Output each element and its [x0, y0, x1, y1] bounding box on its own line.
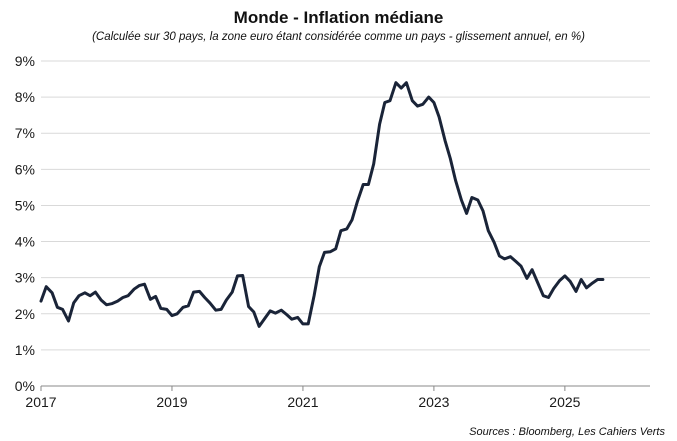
y-tick-label: 5%	[15, 197, 35, 213]
series-line-inflation	[39, 81, 605, 328]
y-tick-label: 9%	[15, 53, 35, 69]
y-tick-label: 1%	[15, 342, 35, 358]
x-tick-label: 2021	[287, 394, 318, 410]
y-tick-label: 6%	[15, 161, 35, 177]
y-tick-label: 7%	[15, 125, 35, 141]
grid-lines	[41, 60, 650, 351]
x-tick-label: 2025	[549, 394, 580, 410]
x-tick-label: 2017	[25, 394, 56, 410]
tick-labels: 0% 1% 2% 3% 4% 5% 6% 7% 8% 9% 2017 2019 2021 2023 2025	[15, 53, 581, 410]
chart-subtitle: (Calculée sur 30 pays, la zone euro étan…	[92, 31, 585, 43]
y-tick-label: 2%	[15, 306, 35, 322]
source-note: Sources : Bloomberg, Les Cahiers Verts	[469, 426, 665, 438]
x-tick-label: 2023	[418, 394, 449, 410]
y-tick-label: 0%	[15, 378, 35, 394]
axes	[40, 385, 650, 391]
y-tick-label: 8%	[15, 89, 35, 105]
series-layer	[39, 81, 605, 328]
chart-title: Monde - Inflation médiane	[233, 8, 444, 27]
x-tick-label: 2019	[156, 394, 187, 410]
y-tick-label: 4%	[15, 234, 35, 250]
y-tick-label: 3%	[15, 270, 35, 286]
